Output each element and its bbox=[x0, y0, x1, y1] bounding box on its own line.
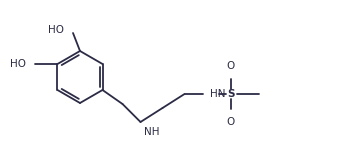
Text: NH: NH bbox=[143, 127, 159, 137]
Text: O: O bbox=[226, 117, 235, 127]
Text: HN: HN bbox=[209, 89, 225, 99]
Text: O: O bbox=[226, 61, 235, 71]
Text: HO: HO bbox=[11, 59, 27, 69]
Text: HO: HO bbox=[48, 25, 64, 35]
Text: S: S bbox=[227, 89, 234, 99]
